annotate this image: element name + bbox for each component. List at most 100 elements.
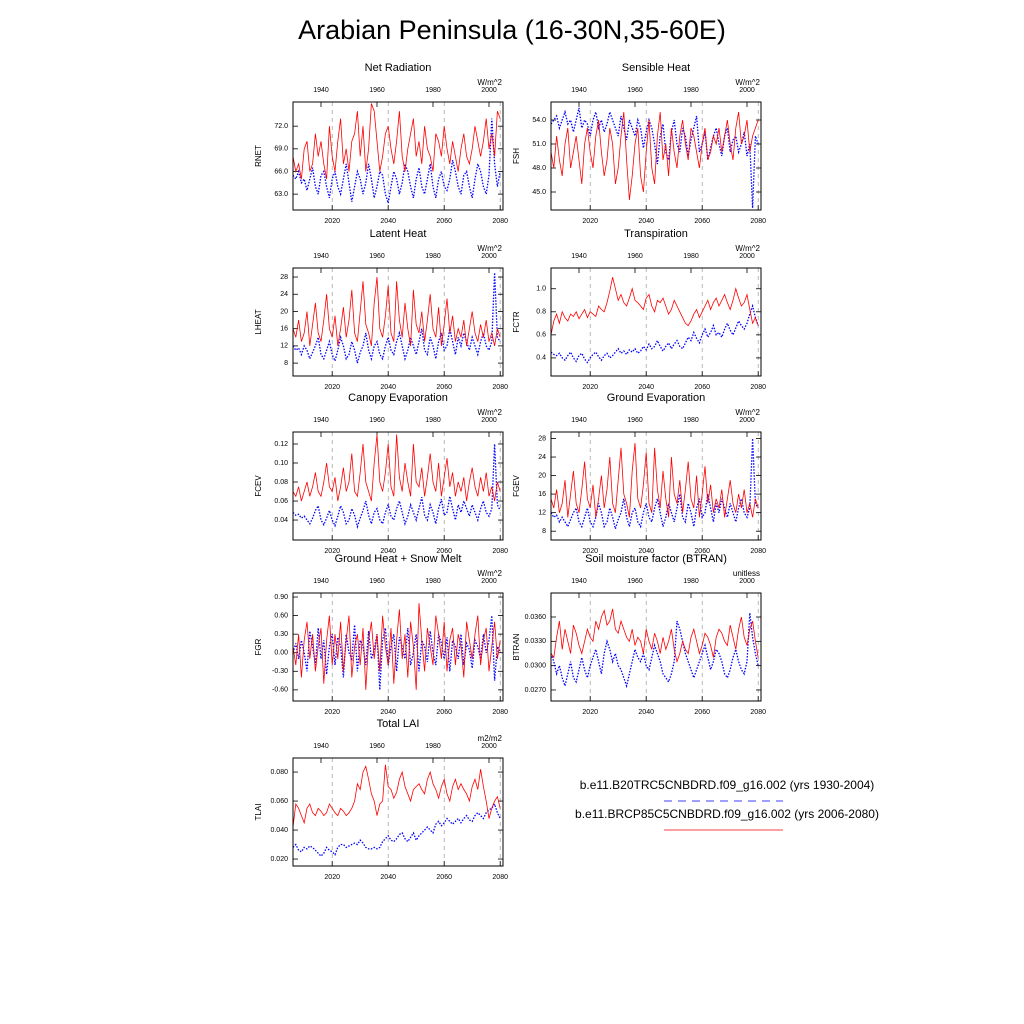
units-label: W/m^2 [735, 408, 760, 417]
y-tick-label: 45.0 [532, 189, 546, 196]
x2-tick-label: 1960 [369, 417, 385, 424]
x-tick-label: 2080 [750, 384, 766, 391]
series-line [550, 303, 759, 364]
x2-tick-label: 1960 [627, 87, 643, 94]
plot-frame [550, 431, 762, 541]
panel-title: Soil moisture factor (BTRAN) [585, 553, 727, 565]
y-axis-label: RNET [254, 145, 263, 167]
y-tick-label: 8 [542, 528, 546, 535]
y-tick-label: 0.8 [536, 309, 546, 316]
x2-tick-label: 1940 [313, 87, 329, 94]
x-tick-label: 2020 [324, 874, 340, 881]
x-tick-label: 2080 [750, 218, 766, 225]
plot-frame [550, 592, 762, 702]
y-tick-label: 0.0330 [525, 638, 547, 645]
y-axis-label: BTRAN [512, 633, 521, 660]
x2-tick-label: 1940 [313, 417, 329, 424]
x2-tick-label: 1960 [369, 578, 385, 585]
y-axis-label: FCTR [512, 311, 521, 333]
y-tick-label: 20 [280, 308, 288, 315]
y-tick-label: -0.30 [272, 668, 288, 675]
x-tick-label: 2060 [436, 548, 452, 555]
x2-tick-label: 1940 [313, 578, 329, 585]
x-tick-label: 2020 [324, 548, 340, 555]
panel-title: Ground Heat + Snow Melt [335, 553, 462, 565]
series-line [550, 107, 759, 209]
x-tick-label: 2060 [694, 218, 710, 225]
panel-title: Canopy Evaporation [348, 392, 448, 404]
x-tick-label: 2060 [436, 218, 452, 225]
x-tick-label: 2060 [436, 384, 452, 391]
x-tick-label: 2040 [638, 218, 654, 225]
x-tick-label: 2060 [694, 384, 710, 391]
units-label: W/m^2 [735, 78, 760, 87]
x2-tick-label: 1980 [683, 578, 699, 585]
y-tick-label: 0.04 [274, 517, 288, 524]
y-tick-label: 72.0 [274, 123, 288, 130]
units-label: W/m^2 [477, 569, 502, 578]
x2-tick-label: 2000 [481, 253, 497, 260]
x2-tick-label: 1960 [369, 743, 385, 750]
x2-tick-label: 1980 [425, 417, 441, 424]
y-tick-label: 16 [280, 326, 288, 333]
x-tick-label: 2060 [436, 709, 452, 716]
x-tick-label: 2040 [380, 384, 396, 391]
x2-tick-label: 1960 [627, 253, 643, 260]
x-tick-label: 2060 [694, 548, 710, 555]
x-tick-label: 2080 [750, 709, 766, 716]
x2-tick-label: 1960 [627, 578, 643, 585]
y-tick-label: 0.0360 [525, 614, 547, 621]
plot-frame [550, 101, 762, 211]
x-tick-label: 2080 [492, 218, 508, 225]
plot-frame [292, 592, 504, 702]
y-tick-label: 8 [284, 360, 288, 367]
y-tick-label: 51.0 [532, 141, 546, 148]
x-tick-label: 2020 [582, 218, 598, 225]
y-tick-label: 0.060 [270, 798, 288, 805]
x2-tick-label: 1940 [313, 253, 329, 260]
x2-tick-label: 1960 [627, 417, 643, 424]
x-tick-label: 2020 [582, 709, 598, 716]
series-line [550, 277, 759, 335]
x2-tick-label: 1980 [683, 87, 699, 94]
x-tick-label: 2020 [582, 548, 598, 555]
panel-title: Total LAI [377, 718, 420, 730]
y-axis-label: FSH [512, 148, 521, 164]
panel-title: Net Radiation [365, 62, 432, 74]
y-tick-label: 0.040 [270, 827, 288, 834]
y-axis-label: TLAI [254, 804, 263, 821]
x-tick-label: 2080 [750, 548, 766, 555]
units-label: W/m^2 [477, 408, 502, 417]
x2-tick-label: 1940 [571, 253, 587, 260]
x-tick-label: 2080 [492, 384, 508, 391]
series-line [550, 612, 759, 689]
x-tick-label: 2020 [582, 384, 598, 391]
x2-tick-label: 2000 [739, 87, 755, 94]
x-tick-label: 2080 [492, 874, 508, 881]
plot-frame [550, 267, 762, 377]
x-tick-label: 2040 [638, 709, 654, 716]
y-tick-label: 0.90 [274, 594, 288, 601]
x-tick-label: 2040 [638, 384, 654, 391]
plot-frame [292, 757, 504, 867]
panel-title: Transpiration [624, 228, 688, 240]
x2-tick-label: 1980 [683, 417, 699, 424]
y-tick-label: 24 [280, 291, 288, 298]
x2-tick-label: 1940 [313, 743, 329, 750]
series-line [550, 608, 759, 664]
y-tick-label: 0.30 [274, 631, 288, 638]
x2-tick-label: 1980 [425, 743, 441, 750]
y-axis-label: FGR [254, 638, 263, 655]
y-tick-label: 0.0270 [525, 687, 547, 694]
x2-tick-label: 2000 [739, 253, 755, 260]
x-tick-label: 2040 [380, 709, 396, 716]
figure-title: Arabian Peninsula (16-30N,35-60E) [298, 15, 726, 45]
series-line [292, 802, 501, 858]
x-tick-label: 2040 [380, 548, 396, 555]
units-label: m2/m2 [478, 734, 503, 743]
panel-title: Sensible Heat [622, 62, 691, 74]
y-tick-label: 0.60 [274, 612, 288, 619]
x2-tick-label: 2000 [481, 417, 497, 424]
y-tick-label: -0.60 [272, 687, 288, 694]
